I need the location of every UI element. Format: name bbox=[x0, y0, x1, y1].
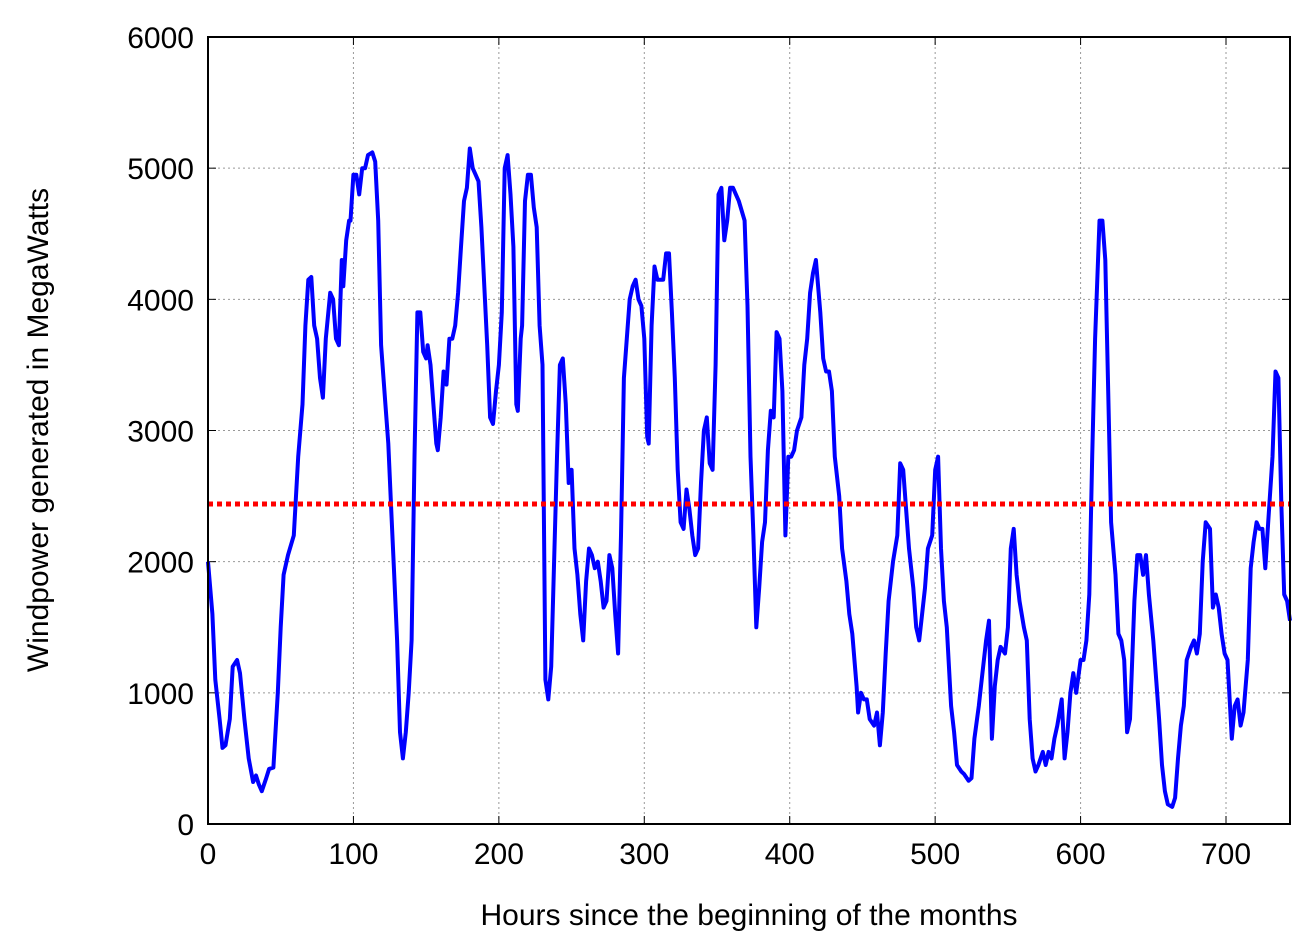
y-tick-label: 6000 bbox=[127, 22, 194, 55]
y-tick-label: 4000 bbox=[127, 284, 194, 317]
x-tick-label: 100 bbox=[328, 838, 378, 871]
x-tick-label: 0 bbox=[200, 838, 217, 871]
y-tick-label: 1000 bbox=[127, 678, 194, 711]
y-axis-label: Windpower generated in MegaWatts bbox=[22, 188, 55, 672]
data-line bbox=[206, 146, 1292, 809]
y-tick-label: 5000 bbox=[127, 153, 194, 186]
y-tick-label: 2000 bbox=[127, 547, 194, 580]
y-tick-label: 0 bbox=[177, 809, 194, 842]
x-tick-label: 400 bbox=[765, 838, 815, 871]
x-tick-label: 200 bbox=[474, 838, 524, 871]
x-axis-label: Hours since the beginning of the months bbox=[481, 899, 1018, 932]
x-tick-label: 300 bbox=[619, 838, 669, 871]
plot-frame bbox=[207, 36, 1291, 825]
x-tick-label: 600 bbox=[1056, 838, 1106, 871]
x-tick-label: 500 bbox=[910, 838, 960, 871]
y-tick-label: 3000 bbox=[127, 416, 194, 449]
x-tick-label: 700 bbox=[1201, 838, 1251, 871]
